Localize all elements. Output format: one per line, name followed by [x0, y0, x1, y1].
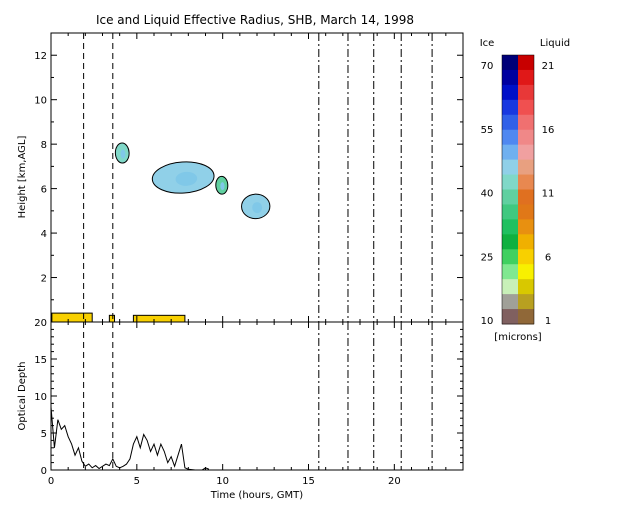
legend-liquid-swatch: [518, 159, 534, 176]
legend-ice-swatch: [502, 204, 518, 220]
legend-ice-swatch: [502, 249, 518, 265]
legend-ice-tick-label: 10: [481, 316, 494, 327]
time-tick-label: 20: [388, 476, 401, 487]
legend-ice-tick-label: 55: [481, 125, 494, 136]
legend-liquid-swatch: [518, 114, 534, 131]
height-tick-label: 12: [34, 51, 47, 62]
legend-tick-labels: 70 55 40 25 10 21 16 11 6 1: [481, 61, 555, 327]
legend-ice-swatch: [502, 219, 518, 235]
time-tick-label: 5: [134, 476, 140, 487]
effective-radius-panel: 2 4 6 8 10 12 Height [km,AGL]: [17, 32, 464, 323]
time-axis-label: Time (hours, GMT): [210, 490, 304, 501]
optical-depth-tick-label: 10: [34, 392, 47, 403]
legend-liquid-swatch: [518, 204, 534, 220]
ice-cloud-core: [220, 182, 225, 191]
legend-liquid-swatch: [518, 234, 534, 250]
optical-depth-series: [50, 407, 210, 471]
legend-ice-swatch: [502, 129, 518, 146]
legend-liquid-tick-label: 21: [542, 61, 555, 72]
time-tick-label: 15: [302, 476, 315, 487]
legend-ice-swatch: [502, 294, 518, 310]
reference-lines-bottom: [83, 322, 433, 470]
optical-depth-tick-label: 15: [34, 355, 47, 366]
liquid-cloud-region: [132, 314, 186, 323]
color-legend: Ice Liquid 70 55 40 25 10 21 16 11 6 1 [microns]: [480, 38, 570, 343]
legend-ice-swatch: [502, 99, 518, 116]
optical-depth-panel: 0 5 10 15 20 0 5 10 15 20 Optical Depth Time (ho…: [17, 318, 464, 501]
legend-liquid-swatch: [518, 249, 534, 265]
legend-liquid-tick-label: 11: [542, 189, 555, 200]
legend-frame: [501, 54, 535, 325]
legend-ice-swatch: [502, 114, 518, 131]
legend-liquid-swatch: [518, 264, 534, 280]
legend-liquid-swatch: [518, 294, 534, 310]
legend-liquid-swatch: [518, 219, 534, 235]
legend-ice-swatch: [502, 309, 518, 325]
legend-color-bars: [502, 55, 534, 325]
legend-liquid-tick-label: 6: [545, 252, 551, 263]
legend-liquid-swatch: [518, 99, 534, 116]
ice-cloud-core: [175, 171, 198, 186]
legend-ice-swatch: [502, 159, 518, 176]
legend-ice-swatch: [502, 264, 518, 280]
ice-cloud-core: [252, 202, 263, 214]
legend-ice-swatch: [502, 55, 518, 71]
optical-depth-tick-label: 5: [41, 429, 47, 440]
legend-liquid-swatch: [518, 279, 534, 295]
height-axis-ticks: 2 4 6 8 10 12: [34, 51, 463, 301]
legend-ice-swatch: [502, 69, 518, 86]
legend-ice-swatch: [502, 234, 518, 250]
legend-ice-swatch: [502, 174, 518, 190]
optical-depth-axis-label: Optical Depth: [17, 362, 28, 431]
legend-ice-tick-label: 40: [481, 189, 494, 200]
reference-lines: [83, 33, 433, 322]
height-axis-label: Height [km,AGL]: [17, 136, 28, 219]
optical-depth-tick-label: 20: [34, 318, 47, 329]
optical-depth-tick-label: 0: [41, 466, 47, 477]
legend-liquid-swatch: [518, 129, 534, 146]
legend-liquid-swatch: [518, 69, 534, 86]
legend-ice-label: Ice: [480, 38, 495, 49]
legend-ice-swatch: [502, 144, 518, 161]
time-axis-ticks: 0 5 10 15 20: [48, 322, 447, 487]
height-tick-label: 2: [41, 274, 47, 285]
height-tick-label: 4: [41, 229, 47, 240]
legend-ice-tick-label: 25: [481, 252, 494, 263]
cloud-regions: [51, 142, 271, 323]
legend-ice-tick-label: 70: [481, 61, 494, 72]
legend-ice-swatch: [502, 279, 518, 295]
liquid-cloud-region: [51, 312, 93, 323]
legend-liquid-label: Liquid: [540, 38, 570, 49]
legend-liquid-swatch: [518, 189, 534, 205]
optical-depth-line: [50, 407, 210, 471]
chart-title: Ice and Liquid Effective Radius, SHB, Ma…: [96, 13, 414, 27]
legend-liquid-swatch: [518, 309, 534, 325]
legend-liquid-swatch: [518, 174, 534, 190]
height-tick-label: 8: [41, 140, 47, 151]
top-time-ticks: [67, 33, 447, 322]
height-tick-label: 6: [41, 185, 47, 196]
time-tick-label: 0: [48, 476, 54, 487]
legend-liquid-tick-label: 16: [542, 125, 555, 136]
legend-liquid-swatch: [518, 84, 534, 101]
legend-liquid-swatch: [518, 55, 534, 71]
legend-units-label: [microns]: [494, 332, 541, 343]
time-tick-label: 10: [216, 476, 229, 487]
legend-ice-swatch: [502, 189, 518, 205]
legend-liquid-tick-label: 1: [545, 316, 551, 327]
height-tick-label: 10: [34, 96, 47, 107]
legend-ice-swatch: [502, 84, 518, 101]
liquid-cloud-region: [108, 314, 116, 323]
ice-cloud-core: [120, 149, 126, 159]
legend-liquid-swatch: [518, 144, 534, 161]
optical-depth-axis-ticks: 0 5 10 15 20: [34, 318, 463, 477]
